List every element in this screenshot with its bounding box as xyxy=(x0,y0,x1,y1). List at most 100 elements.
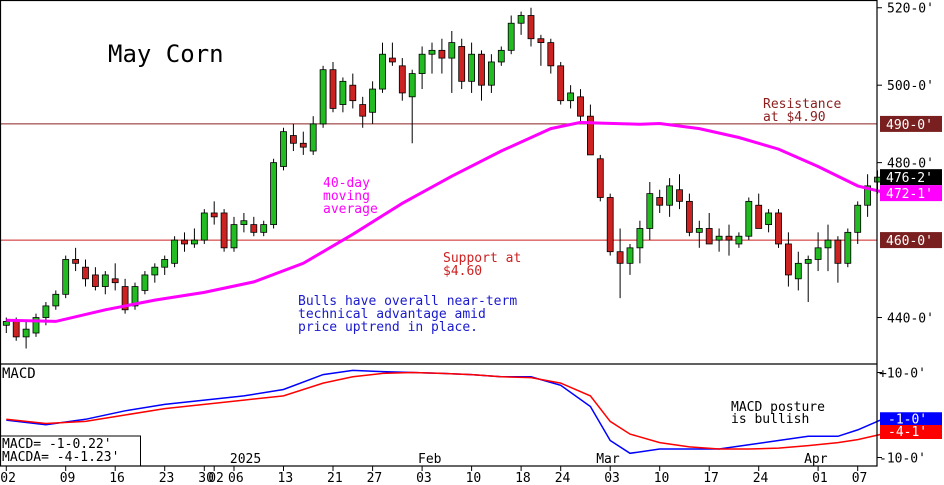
candle-body xyxy=(824,239,832,249)
candle xyxy=(715,228,723,252)
price-label: 476-2' xyxy=(886,171,933,186)
candle xyxy=(200,209,208,244)
candle-body xyxy=(379,53,386,90)
macd-label: -4-1' xyxy=(888,425,927,440)
macd-annotation-line: MACD posture xyxy=(731,400,825,415)
x-tick-label: 01 xyxy=(812,471,828,485)
support-annotation-line: Support at xyxy=(443,251,521,266)
moving-average-annotation-line: average xyxy=(323,202,378,217)
candle-body xyxy=(22,328,30,338)
price-label: 472-1' xyxy=(886,187,933,202)
candle-body xyxy=(200,212,208,241)
candle xyxy=(755,193,763,229)
candle-body xyxy=(587,115,594,156)
candle-body xyxy=(735,235,743,245)
candle xyxy=(280,127,287,171)
x-period-label: Mar xyxy=(596,452,620,467)
candle xyxy=(379,42,386,93)
candle-body xyxy=(250,224,258,233)
candle-body xyxy=(834,239,842,264)
candle-body xyxy=(270,162,278,225)
candle xyxy=(349,73,357,109)
x-period-label: Feb xyxy=(418,452,442,467)
candle-body xyxy=(864,185,871,206)
candle xyxy=(240,212,248,233)
candle xyxy=(735,232,743,248)
macd-title: MACD xyxy=(2,366,36,382)
y-tick-label: 440-0' xyxy=(887,312,934,327)
candle-body xyxy=(646,193,654,229)
candle xyxy=(577,89,584,124)
candle xyxy=(596,154,604,202)
candle-body xyxy=(785,243,792,276)
x-tick-label: 06 xyxy=(228,471,244,485)
candle xyxy=(478,50,485,101)
candle-body xyxy=(557,65,565,102)
candle-body xyxy=(369,88,377,113)
candle xyxy=(775,209,782,248)
resistance-annotation-line: Resistance xyxy=(763,97,841,112)
candle-body xyxy=(161,259,169,268)
candle-body xyxy=(181,239,188,245)
candle xyxy=(398,58,406,101)
x-tick-label: 02 xyxy=(208,471,224,485)
candle xyxy=(329,61,337,113)
candle xyxy=(151,263,159,283)
price-label-box xyxy=(880,232,942,249)
candle-body xyxy=(804,259,812,264)
candle-body xyxy=(725,235,733,241)
candle xyxy=(695,220,703,248)
candle-body xyxy=(567,92,574,102)
moving-average-annotation-line: 40-day xyxy=(323,176,370,191)
candle xyxy=(666,178,673,217)
x-tick-label: 27 xyxy=(367,471,383,485)
chart-title: May Corn xyxy=(108,40,224,68)
candle xyxy=(359,96,367,128)
candle-body xyxy=(92,274,99,287)
moving-average-annotation-line: moving xyxy=(323,189,370,204)
candle xyxy=(52,290,60,310)
candle-body xyxy=(775,212,782,245)
candle xyxy=(270,158,278,229)
x-period-label: 2025 xyxy=(230,452,261,467)
candle xyxy=(656,189,664,213)
candle xyxy=(121,278,129,314)
candle-body xyxy=(62,259,70,295)
macd-readout-box xyxy=(0,435,141,467)
candle-body xyxy=(12,321,20,338)
candle xyxy=(794,251,802,291)
candle-body xyxy=(309,123,317,152)
candle-body xyxy=(319,69,327,125)
candle xyxy=(785,232,792,287)
macd-series-macda xyxy=(6,371,888,450)
x-tick-label: 16 xyxy=(109,471,125,485)
candle xyxy=(141,271,149,295)
x-tick-label: 03 xyxy=(604,471,620,485)
candle xyxy=(497,46,505,66)
candle xyxy=(527,7,535,47)
candle xyxy=(92,267,99,291)
price-label-box xyxy=(880,115,942,132)
macd-y-tick-label: -10-0' xyxy=(879,452,926,467)
x-tick-label: 13 xyxy=(278,471,294,485)
candle-body xyxy=(82,266,89,280)
candle-body xyxy=(517,15,525,24)
candle xyxy=(458,38,466,90)
macd-label: -1-0' xyxy=(888,412,927,427)
candle-body xyxy=(497,49,505,63)
bulls-annotation-line: technical advantage amid xyxy=(298,307,486,322)
candle-body xyxy=(151,266,159,276)
candle xyxy=(22,321,30,349)
candle xyxy=(606,193,614,256)
candle-body xyxy=(695,228,703,233)
plot-frame xyxy=(0,0,878,467)
candle-body xyxy=(438,49,446,59)
candle-body xyxy=(408,73,416,98)
candle-body xyxy=(101,274,109,287)
candle-body xyxy=(131,286,139,307)
candle xyxy=(626,243,634,275)
candle-body xyxy=(52,293,60,307)
candle-body xyxy=(478,53,485,86)
candle xyxy=(62,255,70,299)
candle-body xyxy=(240,220,248,225)
